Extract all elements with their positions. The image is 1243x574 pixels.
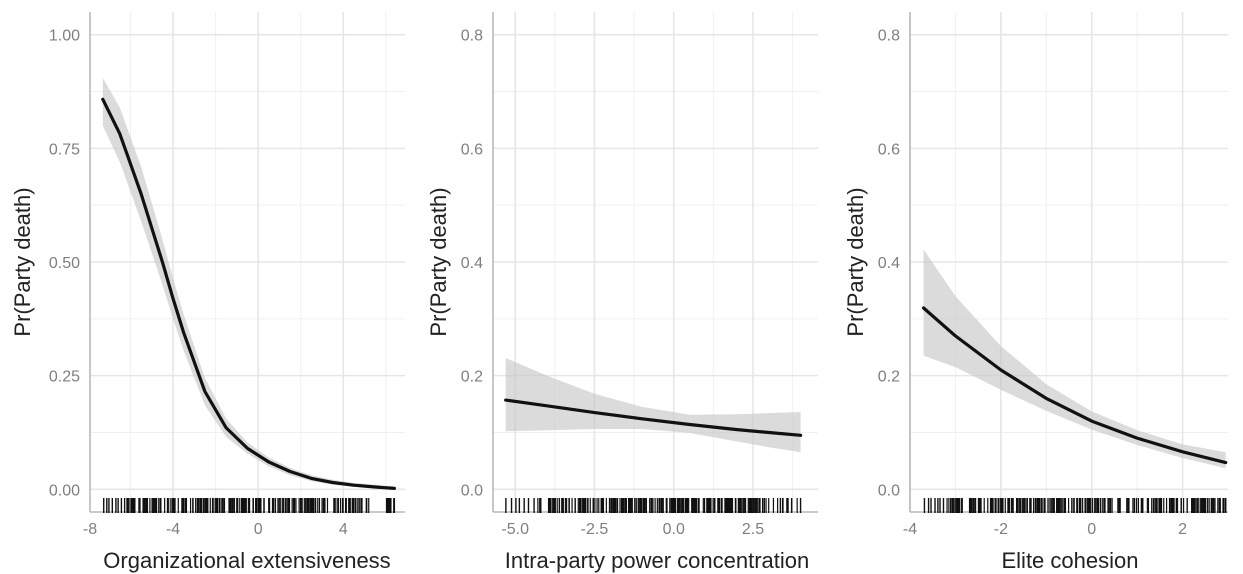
grid-lines — [90, 12, 405, 512]
x-tick-label: 4 — [339, 521, 348, 538]
y-tick-label: 1.00 — [49, 28, 80, 45]
x-tick-label: -2 — [994, 521, 1008, 538]
panel-elite-cohesion: Elite cohesion Pr(Party death) 0.0 0.2 0.4… — [843, 12, 1228, 573]
y-axis-title: Pr(Party death) — [843, 187, 868, 336]
panel-intra-party-power-concentration: Intra-party power concentration Pr(Party… — [426, 12, 818, 573]
x-axis-title: Organizational extensiveness — [103, 548, 390, 573]
x-tick-label: -8 — [83, 521, 97, 538]
y-tick-label: 0.8 — [878, 28, 900, 45]
confidence-band — [102, 77, 395, 490]
rug-marks — [103, 498, 396, 513]
panel-organizational-extensiveness: Organizational extensiveness Pr(Party de… — [10, 12, 405, 573]
y-tick-label: 0.25 — [49, 369, 80, 386]
x-tick-label: -4 — [166, 521, 180, 538]
prediction-line — [101, 97, 396, 490]
x-tick-label: 0.0 — [663, 521, 685, 538]
y-tick-label: 0.4 — [461, 255, 483, 272]
y-tick-label: 0.6 — [878, 141, 900, 158]
y-tick-label: 0.4 — [878, 255, 900, 272]
x-tick-label: 0 — [1087, 521, 1096, 538]
prediction-line — [504, 398, 803, 437]
prediction-line — [921, 306, 1228, 465]
y-tick-label: 0.0 — [878, 482, 900, 499]
y-tick-label: 0.50 — [49, 255, 80, 272]
x-axis-title: Elite cohesion — [1002, 548, 1139, 573]
x-tick-label: -2.5 — [581, 521, 609, 538]
x-axis-title: Intra-party power concentration — [505, 548, 810, 573]
x-tick-label: 0 — [254, 521, 263, 538]
y-tick-label: 0.8 — [461, 28, 483, 45]
x-tick-label: 2.5 — [742, 521, 764, 538]
y-tick-label: 0.75 — [49, 141, 80, 158]
y-axis-title: Pr(Party death) — [426, 187, 451, 336]
x-tick-label: -5.0 — [501, 521, 529, 538]
rug-marks — [505, 498, 802, 513]
x-tick-label: -4 — [903, 521, 917, 538]
grid-lines — [909, 12, 1228, 512]
y-tick-label: 0.00 — [49, 482, 80, 499]
confidence-band — [923, 249, 1226, 469]
y-tick-label: 0.0 — [461, 482, 483, 499]
x-tick-label: 2 — [1178, 521, 1187, 538]
y-tick-label: 0.2 — [461, 369, 483, 386]
y-tick-label: 0.2 — [878, 369, 900, 386]
y-tick-label: 0.6 — [461, 141, 483, 158]
rug-marks — [923, 498, 1227, 513]
y-axis-title: Pr(Party death) — [10, 187, 35, 336]
